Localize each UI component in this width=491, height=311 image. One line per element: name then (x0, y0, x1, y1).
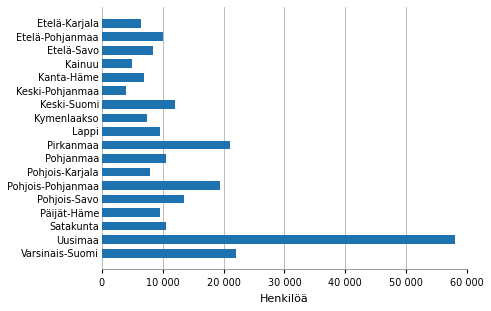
Bar (102, 100, 175, 109)
Bar (102, 59, 132, 68)
Bar (102, 114, 147, 122)
Bar (102, 46, 154, 55)
Bar (102, 235, 455, 244)
X-axis label: Henkilöä: Henkilöä (260, 294, 309, 304)
Bar (102, 86, 126, 95)
Bar (102, 73, 144, 82)
Bar (102, 32, 163, 41)
Bar (102, 195, 184, 203)
Bar (102, 141, 230, 149)
Bar (102, 181, 220, 190)
Bar (102, 168, 150, 176)
Bar (102, 208, 160, 217)
Bar (102, 222, 165, 230)
Bar (102, 154, 165, 163)
Bar (102, 127, 160, 136)
Bar (102, 249, 236, 258)
Bar (102, 19, 141, 28)
